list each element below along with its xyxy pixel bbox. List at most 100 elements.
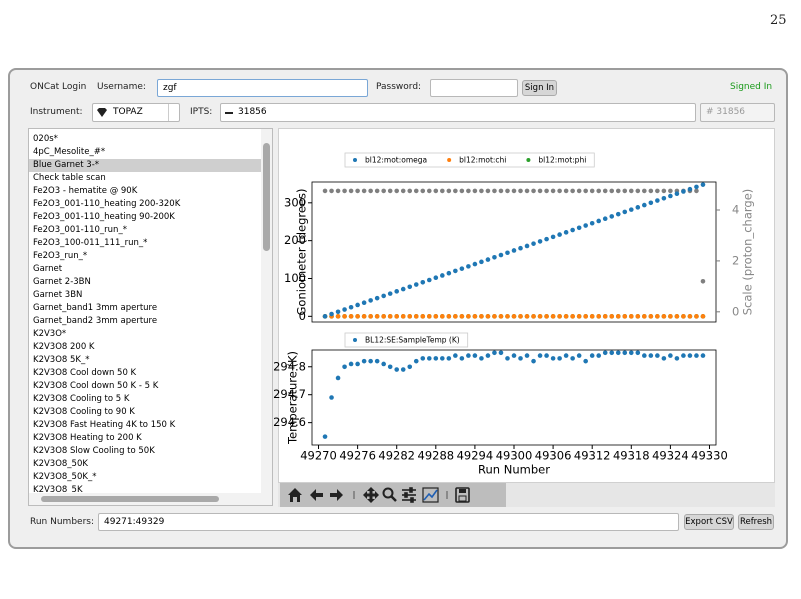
data-point	[570, 227, 575, 233]
data-point	[342, 188, 347, 194]
data-point	[498, 314, 504, 319]
run-list-item[interactable]: K2V3O8 5K_*	[33, 355, 90, 365]
run-list-item[interactable]: K2V3O8_5K	[33, 485, 83, 495]
data-point	[576, 314, 582, 319]
home-button[interactable]	[288, 488, 302, 502]
run-list-item[interactable]: Fe2O3_100-011_111_run_*	[33, 238, 148, 248]
data-point	[655, 314, 660, 319]
x-tick-label: 49288	[418, 449, 455, 463]
run-list-item[interactable]: Fe2O3_001-110_heating 200-320K	[33, 199, 181, 209]
runs-list[interactable]: K2V3O8_5K K2V3O8_50K_* K2V3O8_50K K2V3O8 Sl…	[28, 128, 273, 506]
data-point	[453, 188, 458, 194]
run-numbers-input[interactable]: 49271:49329	[98, 513, 679, 531]
run-list-item[interactable]: 020s*	[33, 134, 58, 144]
data-point	[615, 314, 621, 319]
run-list-item[interactable]: K2V3O8 Cooling to 5 K	[33, 394, 130, 404]
run-list-item[interactable]: K2V3O8 Slow Cooling to 50K	[33, 446, 155, 456]
data-point	[661, 356, 667, 361]
data-point	[413, 282, 419, 287]
data-point	[694, 184, 699, 190]
configure-button[interactable]	[402, 487, 416, 503]
run-list-item[interactable]: K2V3O*	[33, 329, 67, 339]
data-point	[642, 188, 647, 194]
data-point	[440, 356, 445, 361]
data-point	[348, 304, 354, 310]
data-point	[511, 248, 517, 253]
instrument-label: Instrument:	[30, 107, 83, 117]
run-list-item[interactable]: Fe2O3_001-110_run_*	[33, 225, 127, 235]
username-label: Username:	[97, 82, 146, 92]
run-list-item[interactable]: Garnet_band1 3mm aperture	[33, 303, 158, 313]
data-point	[387, 364, 393, 370]
data-point	[557, 188, 562, 194]
data-point	[420, 356, 426, 361]
data-point	[420, 314, 426, 319]
sign-in-button[interactable]: Sign In	[522, 80, 557, 96]
instrument-combo[interactable]: TOPAZ	[92, 103, 180, 122]
run-list-item[interactable]: Fe2O3_run_*	[33, 251, 88, 261]
scroll-thumb[interactable]	[263, 143, 270, 251]
refresh-button[interactable]: Refresh	[738, 514, 774, 530]
data-point	[668, 314, 673, 319]
run-list-item[interactable]: K2V3O8_50K	[33, 459, 88, 469]
diamond-icon	[97, 108, 107, 117]
data-point	[368, 188, 373, 194]
data-point	[655, 353, 660, 358]
data-point	[426, 356, 432, 361]
run-list-item[interactable]: K2V3O8 Cool down 50 K	[33, 368, 137, 378]
save-button[interactable]	[455, 487, 470, 503]
run-list-item[interactable]: Blue Garnet 3-*	[29, 159, 261, 172]
export-csv-button[interactable]: Export CSV	[684, 514, 734, 530]
data-point	[589, 188, 595, 194]
h-scroll-thumb[interactable]	[41, 496, 219, 502]
pan-button[interactable]	[363, 487, 379, 503]
ipts-icon	[225, 112, 233, 114]
run-list-item[interactable]: K2V3O8_50K_*	[33, 472, 97, 482]
run-list-item[interactable]: K2V3O8 200 K	[33, 342, 95, 352]
data-point	[342, 314, 347, 319]
data-point	[355, 188, 360, 194]
y-tick-label: 300	[284, 195, 306, 209]
run-list-item[interactable]: Garnet 2-3BN	[33, 277, 91, 287]
forward-button[interactable]	[330, 489, 343, 501]
data-point	[472, 261, 478, 267]
ipts-number-combo[interactable]: # 31856	[700, 103, 775, 122]
zoom-button[interactable]	[382, 487, 394, 499]
data-point	[433, 314, 439, 319]
data-point	[524, 353, 530, 358]
data-point	[426, 314, 432, 319]
run-list-item[interactable]: K2V3O8 Cooling to 90 K	[33, 407, 135, 417]
run-list-item[interactable]: Garnet_band2 3mm aperture	[33, 316, 158, 326]
data-point	[498, 350, 504, 356]
data-point	[361, 300, 367, 306]
data-point	[661, 314, 667, 319]
run-list-item[interactable]: K2V3O8 Heating to 200 K	[33, 433, 142, 443]
data-point	[433, 275, 439, 281]
username-input[interactable]: zgf	[157, 79, 368, 97]
data-point	[479, 188, 484, 194]
run-list-item[interactable]: Fe2O3 - hematite @ 90K	[33, 186, 138, 196]
run-list-item[interactable]: Fe2O3_001-110_heating 90-200K	[33, 212, 175, 222]
back-button[interactable]	[310, 489, 323, 501]
data-point	[518, 188, 523, 194]
data-point	[459, 266, 465, 271]
run-list-item[interactable]: Garnet	[33, 264, 63, 274]
run-numbers-label: Run Numbers:	[30, 517, 94, 527]
run-list-item[interactable]: Garnet 3BN	[33, 290, 83, 300]
ipts-combo[interactable]: 31856	[220, 103, 696, 122]
data-point	[655, 198, 660, 203]
data-point	[642, 202, 647, 208]
data-point	[433, 188, 439, 194]
data-point	[355, 361, 360, 367]
data-point	[596, 188, 602, 194]
password-input[interactable]	[430, 79, 518, 97]
vertical-scrollbar[interactable]	[261, 129, 272, 493]
data-point	[537, 239, 543, 244]
data-point	[661, 195, 667, 201]
run-list-item[interactable]: K2V3O8 Cool down 50 K - 5 K	[33, 381, 159, 391]
run-list-item[interactable]: 4pC_Mesolite_#*	[33, 147, 106, 157]
run-list-item[interactable]: Check table scan	[33, 173, 106, 183]
edit-axes-button[interactable]	[422, 487, 439, 503]
data-point	[681, 314, 686, 319]
run-list-item[interactable]: K2V3O8 Fast Heating 4K to 150 K	[33, 420, 176, 430]
